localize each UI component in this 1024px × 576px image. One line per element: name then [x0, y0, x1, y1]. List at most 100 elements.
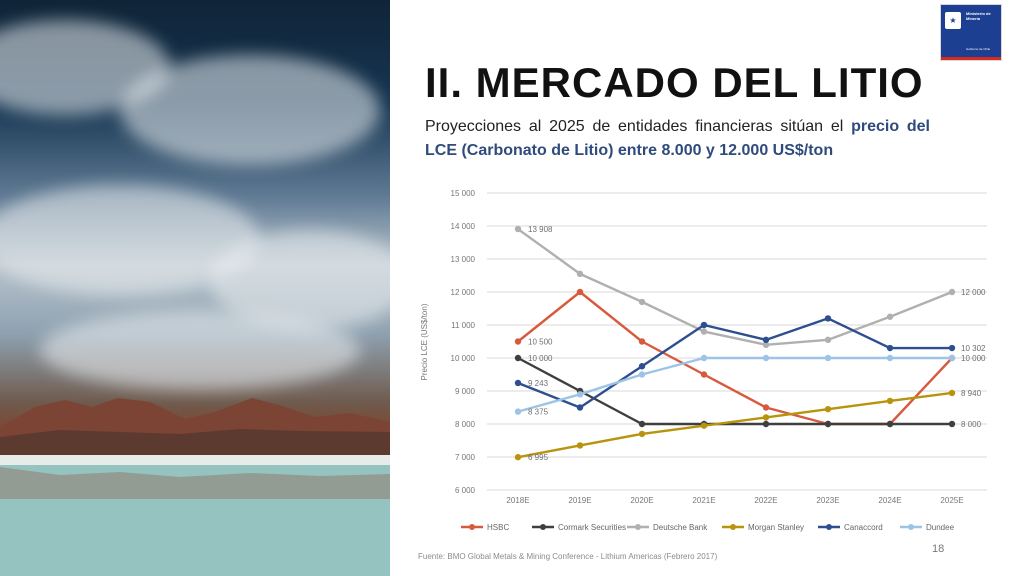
data-point: [824, 405, 832, 413]
ministerio-mineria-logo: ★ Ministerio de Minería Gobierno de Chil…: [940, 4, 1002, 61]
y-tick-label: 12 000: [451, 288, 476, 297]
data-point: [886, 344, 894, 352]
salar-landscape-photo: [0, 0, 390, 576]
lithium-price-forecast-chart: 6 000 7 000 8 000 9 000 10 000 11 000 12 000 13…: [420, 189, 987, 532]
data-point: [576, 404, 584, 411]
legend-label: Cormark Securities: [558, 523, 626, 532]
data-label: 8 940: [961, 389, 982, 398]
x-tick-label: 2019E: [568, 496, 591, 505]
data-label: 13 908: [528, 225, 553, 234]
data-label: 10 000: [528, 354, 553, 363]
page-number: 18: [932, 543, 945, 555]
data-point: [576, 288, 584, 296]
legend-label: HSBC: [487, 523, 509, 532]
y-tick-label: 14 000: [451, 222, 476, 231]
data-point: [514, 379, 522, 387]
data-point: [700, 371, 708, 378]
data-point: [762, 414, 770, 421]
lagoon-reflection: [0, 455, 390, 576]
data-point: [700, 328, 708, 335]
y-tick-label: 8 000: [455, 420, 476, 429]
data-point: [762, 336, 770, 344]
y-tick-label: 7 000: [455, 453, 476, 462]
data-label: 6 995: [528, 453, 549, 462]
series-line: [517, 356, 952, 426]
legend-marker: [826, 524, 832, 530]
x-tick-label: 2023E: [816, 496, 839, 505]
data-point: [638, 371, 646, 378]
legend-marker: [635, 524, 641, 530]
y-tick-label: 11 000: [451, 321, 475, 330]
data-point: [762, 341, 770, 348]
series-line: [517, 317, 952, 409]
legend-label: Morgan Stanley: [748, 523, 804, 532]
data-point: [514, 408, 522, 415]
x-tick-label: 2021E: [692, 496, 715, 505]
data-point: [638, 430, 646, 438]
logo-government-text: Gobierno de Chile: [966, 47, 991, 51]
data-point: [948, 354, 956, 362]
x-tick-label: 2024E: [878, 496, 901, 505]
x-tick-label: 2025E: [940, 496, 963, 505]
logo-line-2: Minería: [966, 16, 981, 21]
data-point: [886, 420, 894, 428]
slide-title: II. MERCADO DEL LITIO: [425, 59, 924, 106]
subtitle-text: Proyecciones al 2025 de entidades financ…: [425, 118, 852, 135]
data-point: [700, 422, 708, 429]
x-tick-label: 2022E: [754, 496, 777, 505]
x-tick-label: 2018E: [506, 496, 529, 505]
data-point: [886, 397, 894, 405]
legend-label: Dundee: [926, 523, 955, 532]
cloud-shape: [120, 55, 380, 165]
data-point: [576, 391, 584, 398]
y-axis-title: Precio LCE (US$/ton): [420, 303, 429, 380]
data-point: [638, 298, 646, 306]
data-point: [514, 225, 522, 233]
source-note: Fuente: BMO Global Metals & Mining Confe…: [418, 552, 718, 561]
y-tick-label: 6 000: [455, 486, 476, 495]
data-point: [762, 420, 770, 428]
data-point: [762, 404, 770, 411]
cloud-shape: [40, 310, 360, 390]
mountain-range: [0, 398, 390, 462]
data-point: [824, 336, 832, 344]
y-tick-label: 10 000: [451, 354, 476, 363]
data-point: [514, 354, 522, 362]
y-tick-label: 15 000: [451, 189, 476, 198]
series-line: [517, 228, 953, 347]
data-label: 9 243: [528, 379, 549, 388]
legend-marker: [730, 524, 736, 530]
data-point: [638, 338, 646, 345]
data-point: [824, 420, 832, 428]
x-tick-label: 2020E: [630, 496, 653, 505]
data-point: [948, 389, 956, 397]
data-point: [700, 321, 708, 329]
data-point: [886, 354, 894, 362]
logo-ministry-text: Ministerio de Minería: [966, 11, 998, 21]
data-label: 10 302: [961, 344, 986, 353]
slide-subtitle: Proyecciones al 2025 de entidades financ…: [425, 115, 930, 163]
legend-marker: [469, 524, 475, 530]
data-point: [638, 420, 646, 428]
data-label: 8 000: [961, 420, 982, 429]
data-label: 8 375: [528, 408, 549, 417]
logo-top-bar: [941, 5, 963, 9]
legend-label: Canaccord: [844, 523, 883, 532]
y-tick-label: 13 000: [451, 255, 476, 264]
y-tick-label: 9 000: [455, 387, 476, 396]
data-point: [514, 338, 522, 345]
data-point: [576, 270, 584, 278]
legend-marker: [540, 524, 546, 530]
data-point: [824, 354, 832, 362]
data-point: [824, 315, 832, 322]
chile-crest-icon: ★: [945, 12, 961, 29]
data-point: [762, 354, 770, 362]
legend-label: Deutsche Bank: [653, 523, 708, 532]
data-point: [514, 453, 522, 461]
subtitle-highlight: precio del LCE (Carbonato de Litio) entr…: [425, 118, 930, 159]
logo-line-1: Ministerio de: [966, 11, 991, 16]
data-point: [948, 420, 956, 428]
data-point: [576, 442, 584, 449]
logo-red-bar: [941, 57, 1001, 60]
data-point: [948, 344, 956, 352]
